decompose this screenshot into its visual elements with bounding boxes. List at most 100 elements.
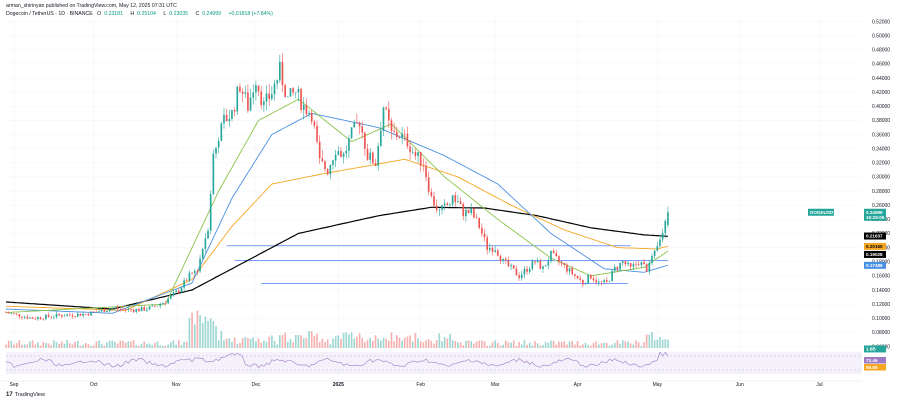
volume-bar: [374, 335, 377, 348]
price-label-text: 0.20160: [866, 244, 883, 249]
volume-bar: [286, 341, 289, 348]
volume-bar: [39, 345, 42, 348]
candle-body: [98, 311, 100, 312]
volume-bar: [510, 342, 512, 348]
volume-bar: [13, 344, 15, 348]
price-label-text: 0.24999: [866, 210, 883, 215]
tradingview-logo[interactable]: 17 TradingView: [6, 392, 45, 398]
candle-body: [260, 91, 263, 106]
volume-bar: [45, 343, 47, 348]
candle-body: [592, 278, 595, 281]
volume-bar: [345, 332, 348, 348]
candle-body: [71, 315, 74, 317]
candle-body: [215, 147, 217, 154]
time-tick-label: Jun: [736, 382, 744, 388]
volume-bar: [215, 326, 217, 348]
ohlc-close: C 0.24999: [195, 11, 221, 17]
candle-body: [406, 133, 409, 147]
candle-body: [217, 141, 220, 148]
candle-body: [651, 256, 653, 263]
volume-bar: [558, 341, 560, 348]
price-label: 0.21637: [864, 232, 886, 240]
volume-bar: [390, 332, 393, 348]
candle-body: [635, 264, 637, 265]
volume-bar: [430, 340, 433, 348]
price-label-countdown: 16:29:06: [866, 215, 885, 220]
candle-body: [257, 85, 260, 92]
candle-body: [659, 239, 661, 246]
candle-body: [433, 196, 435, 206]
candle-body: [138, 308, 140, 312]
rsi-label: 73.46: [864, 357, 886, 364]
candle-body: [422, 165, 425, 167]
candle-body: [249, 97, 252, 111]
volume-bar: [313, 336, 316, 348]
candle-body: [201, 248, 204, 259]
candle-body: [624, 261, 627, 265]
candle-body: [135, 308, 138, 312]
volume-bar: [595, 341, 597, 348]
volume-bar: [68, 343, 71, 348]
candle-body: [326, 169, 329, 175]
volume-bar: [185, 341, 188, 348]
volume-bar: [496, 342, 499, 348]
candle-body: [5, 312, 7, 314]
candle-body: [284, 85, 286, 98]
time-tick-label: Nov: [172, 382, 181, 388]
candle-body: [358, 122, 361, 127]
volume-bar: [302, 338, 305, 348]
volume-bar: [191, 312, 193, 348]
volume-bar: [358, 333, 361, 348]
candle-body: [92, 311, 95, 313]
volume-bar: [127, 341, 130, 348]
volume-bar: [84, 343, 87, 348]
candle-body: [590, 275, 592, 279]
volume-bar: [79, 345, 82, 348]
support-lines[interactable]: [226, 245, 668, 284]
time-axis[interactable]: Sep Oct Nov Dec 2025 Feb Mar Apr May Jun Jul: [0, 380, 862, 388]
symbol-name[interactable]: Dogecoin / TetherUS · 1D · BINANCE: [6, 11, 93, 17]
candle-body: [473, 208, 475, 218]
volume-bar: [260, 342, 263, 348]
candle-body: [648, 262, 651, 272]
rsi-line: [5, 351, 669, 369]
volume-bar: [393, 341, 395, 348]
candle-body: [45, 314, 47, 320]
volume-bar: [108, 340, 111, 348]
candle-body: [374, 163, 377, 166]
volume-bar: [276, 344, 278, 348]
candle-body: [502, 258, 504, 261]
price-axis[interactable]: 0.52000 0.50000 0.48000 0.46000 0.44000 0.420…: [872, 19, 890, 350]
volume-bar: [457, 342, 459, 348]
candle-body: [387, 108, 390, 121]
volume-bar: [603, 342, 605, 348]
candle-body: [76, 313, 79, 317]
volume-bar: [643, 342, 645, 348]
candle-body: [47, 314, 50, 317]
candle-body: [140, 307, 143, 312]
candle-body: [175, 290, 177, 293]
candle-body: [401, 133, 403, 138]
price-label-bg: [864, 250, 886, 258]
volume-bar: [414, 333, 417, 348]
candle-body: [162, 303, 164, 305]
volume-bar: [499, 345, 502, 348]
candlesticks[interactable]: [5, 53, 669, 321]
price-tick-label: 0.42000: [872, 90, 890, 96]
volume-bar: [489, 345, 491, 348]
candle-body: [619, 262, 621, 270]
volume-bar: [582, 344, 584, 348]
volume-bar: [143, 341, 146, 348]
candle-body: [196, 270, 199, 272]
volume-bar: [92, 345, 95, 348]
volume-bar: [175, 344, 177, 348]
volume-bar: [667, 339, 669, 348]
volume-bar: [465, 340, 467, 348]
volume-bar: [201, 322, 204, 348]
volume-bar: [300, 335, 302, 348]
volume-bar: [419, 341, 422, 348]
candle-body: [103, 309, 106, 313]
candle-body: [18, 314, 21, 317]
volume-bar: [568, 341, 571, 348]
